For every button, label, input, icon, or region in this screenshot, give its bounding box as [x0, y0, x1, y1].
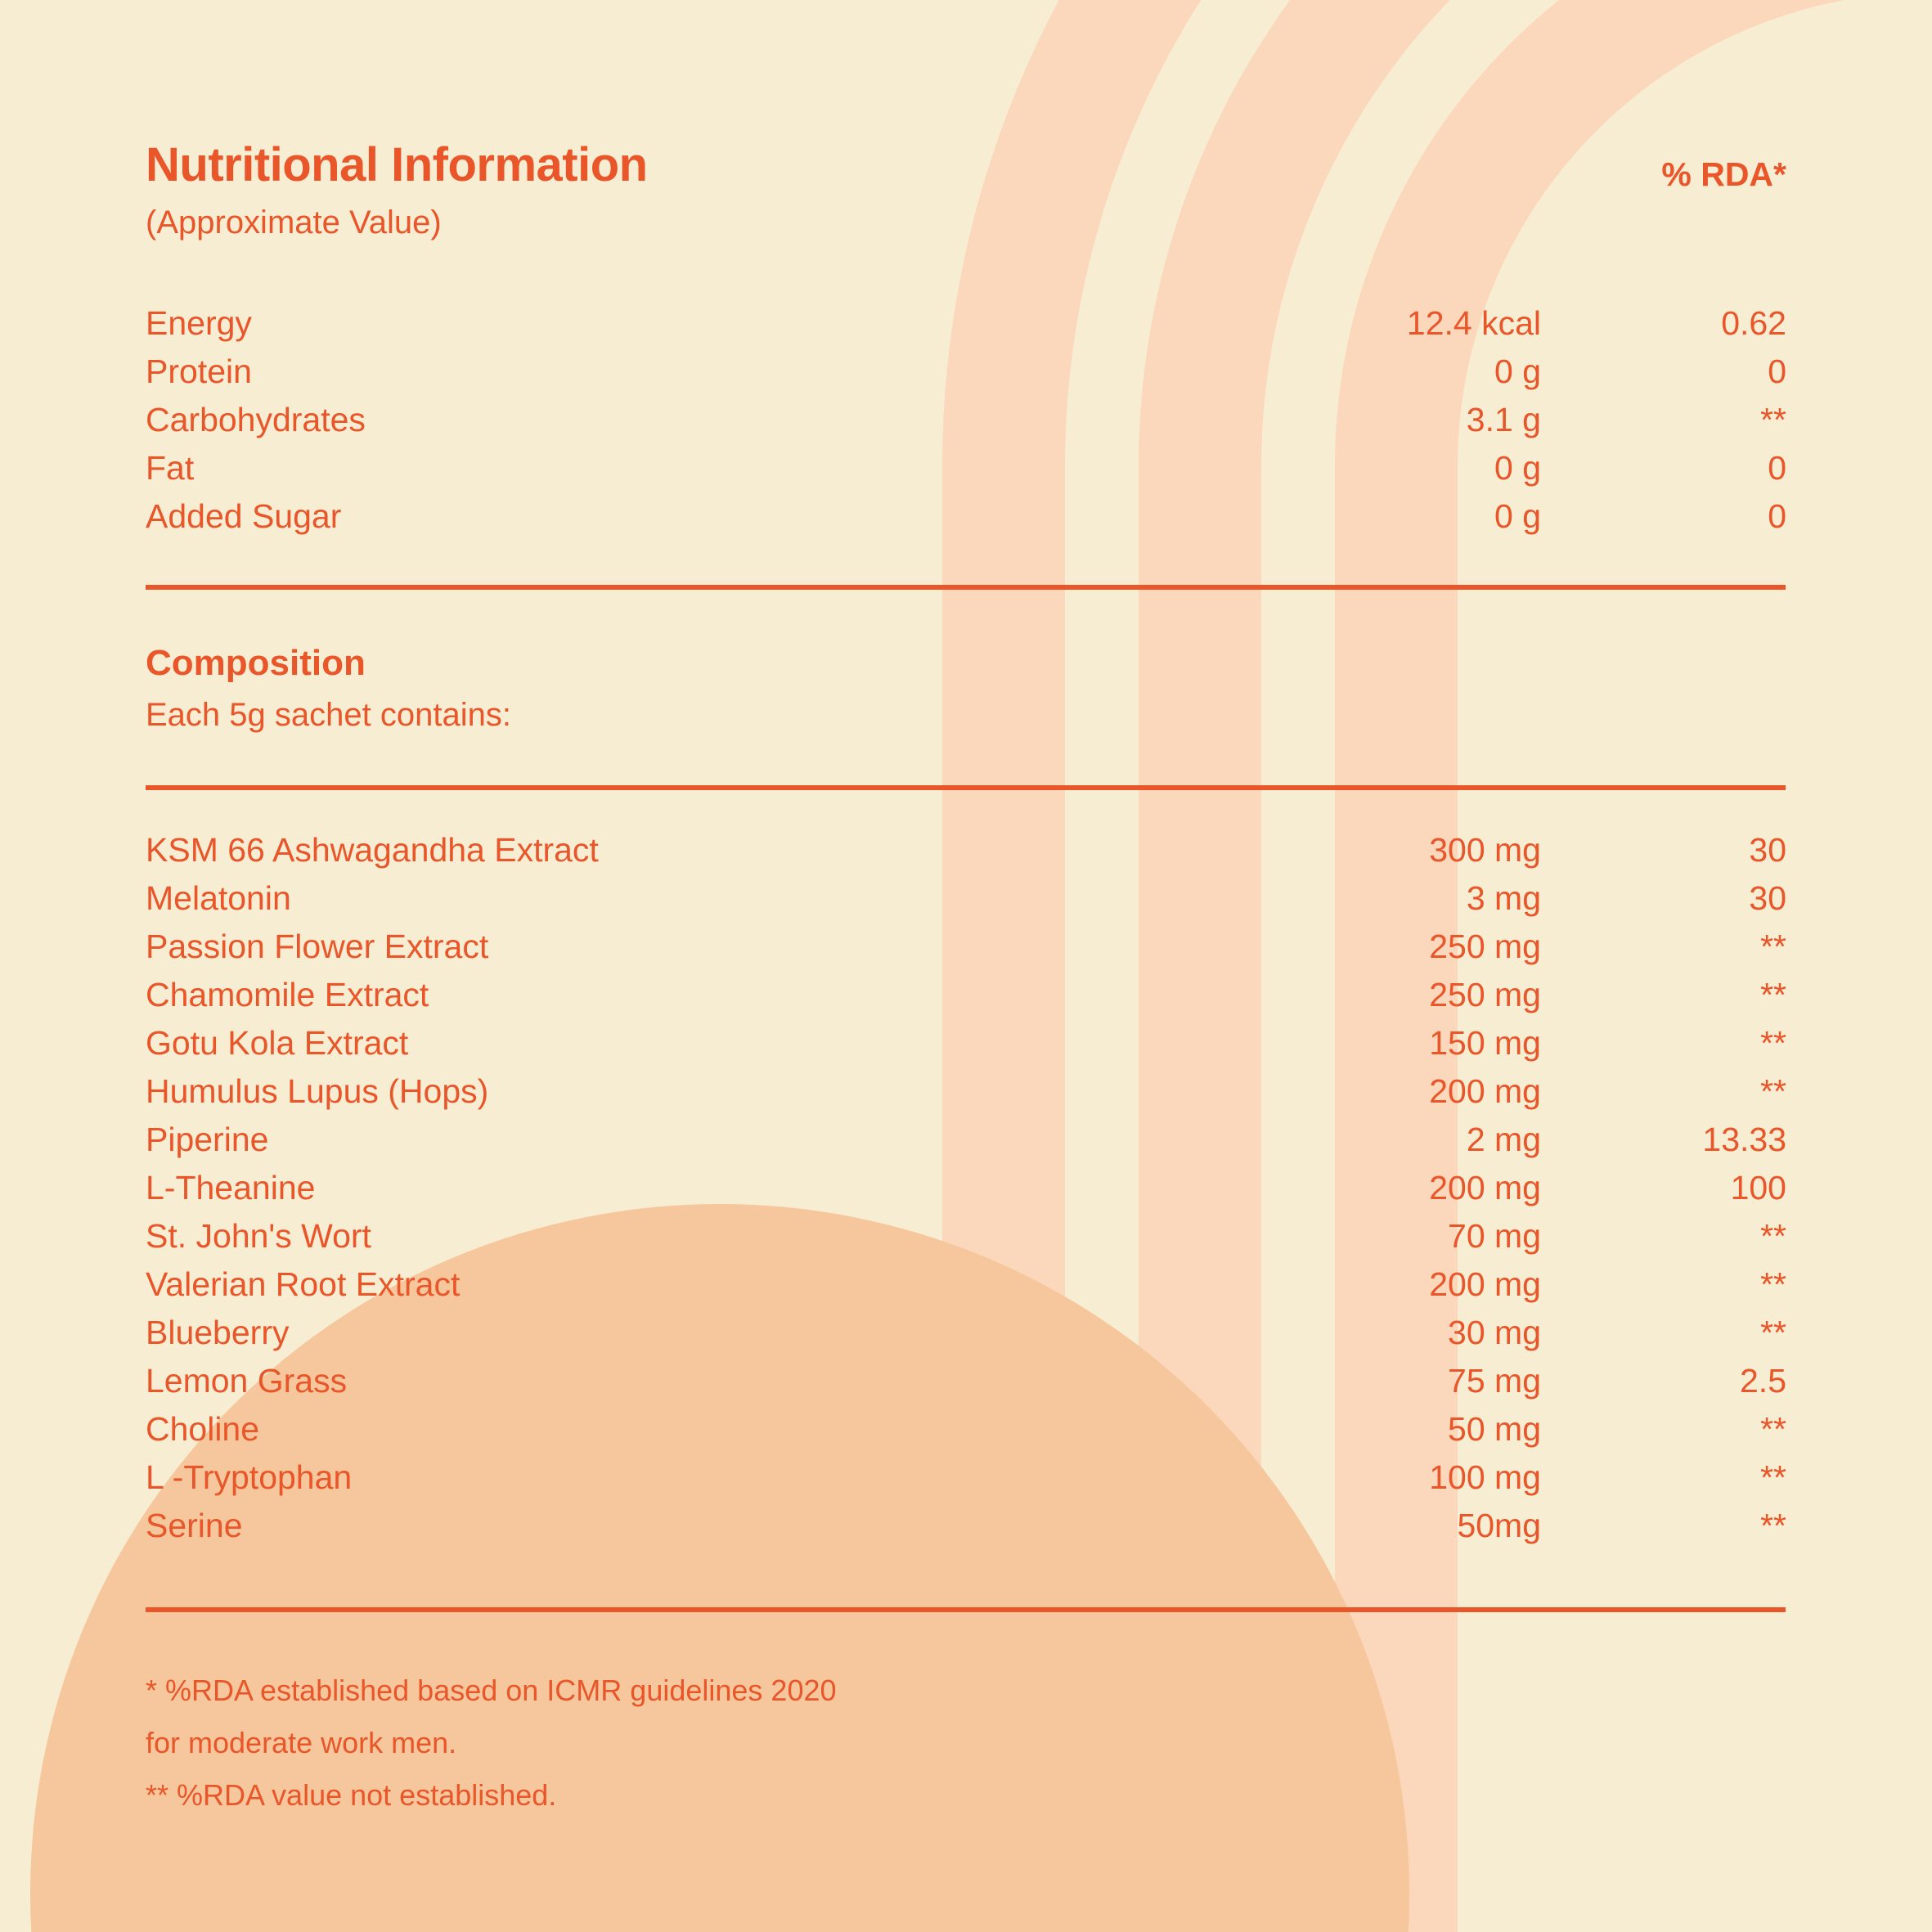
nutrition-label: Added Sugar [146, 497, 342, 535]
nutrition-row: Fat 0 g 0 [146, 444, 1786, 492]
footnote-line-2: for moderate work men. [146, 1726, 457, 1759]
nutrition-table: Energy 12.4 kcal 0.62 Protein 0 g 0 Carbohydra… [146, 299, 1786, 541]
composition-rda-value: 13.33 [1702, 1121, 1786, 1158]
composition-rda-value: ** [1760, 1072, 1786, 1110]
divider-rule-bottom [146, 1607, 1786, 1612]
divider-rule-middle [146, 785, 1786, 790]
composition-rda-value: ** [1760, 1458, 1786, 1496]
composition-rda-value: 2.5 [1740, 1362, 1786, 1400]
composition-amount: 150 mg [1429, 1024, 1541, 1062]
composition-row: Gotu Kola Extract 150 mg ** [146, 1019, 1786, 1067]
composition-rda-value: ** [1760, 1314, 1786, 1351]
nutrition-rda-value: 0 [1768, 353, 1786, 390]
composition-row: L -Tryptophan 100 mg ** [146, 1453, 1786, 1502]
composition-label: St. John's Wort [146, 1217, 371, 1255]
composition-row: Piperine 2 mg 13.33 [146, 1116, 1786, 1164]
composition-rda-value: ** [1760, 1410, 1786, 1448]
nutrition-rda-value: ** [1760, 401, 1786, 438]
nutrition-rda-value: 0.62 [1721, 304, 1786, 342]
nutrition-row: Protein 0 g 0 [146, 348, 1786, 396]
footnote-line-1: * %RDA established based on ICMR guideli… [146, 1674, 837, 1707]
nutrition-label: Carbohydrates [146, 401, 366, 438]
composition-rda-value: 100 [1730, 1169, 1786, 1206]
composition-table: KSM 66 Ashwagandha Extract 300 mg 30 Melato… [146, 826, 1786, 1550]
composition-amount: 50 mg [1448, 1410, 1541, 1448]
composition-row: Chamomile Extract 250 mg ** [146, 971, 1786, 1019]
divider-rule-top [146, 585, 1786, 590]
composition-row: Blueberry 30 mg ** [146, 1309, 1786, 1357]
composition-heading: Composition [146, 643, 366, 683]
composition-row: Passion Flower Extract 250 mg ** [146, 923, 1786, 971]
composition-amount: 70 mg [1448, 1217, 1541, 1255]
footnotes: * %RDA established based on ICMR guideli… [146, 1665, 837, 1822]
composition-rda-value: 30 [1749, 879, 1786, 917]
composition-label: Melatonin [146, 879, 291, 917]
page-subtitle: (Approximate Value) [146, 204, 442, 240]
composition-rda-value: ** [1760, 976, 1786, 1013]
composition-amount: 200 mg [1429, 1169, 1541, 1206]
composition-row: St. John's Wort 70 mg ** [146, 1212, 1786, 1260]
composition-row: Humulus Lupus (Hops) 200 mg ** [146, 1067, 1786, 1116]
nutrition-label: Fat [146, 449, 195, 487]
composition-label: Piperine [146, 1121, 269, 1158]
composition-amount: 200 mg [1429, 1265, 1541, 1303]
composition-row: KSM 66 Ashwagandha Extract 300 mg 30 [146, 826, 1786, 874]
nutrition-row: Carbohydrates 3.1 g ** [146, 396, 1786, 444]
composition-amount: 250 mg [1429, 976, 1541, 1013]
nutrition-rda-value: 0 [1768, 497, 1786, 535]
composition-label: Valerian Root Extract [146, 1265, 461, 1303]
nutrition-amount: 0 g [1494, 449, 1541, 487]
composition-amount: 200 mg [1429, 1072, 1541, 1110]
composition-amount: 2 mg [1466, 1121, 1541, 1158]
composition-rda-value: ** [1760, 1507, 1786, 1544]
nutrition-label: Energy [146, 304, 252, 342]
composition-label: L-Theanine [146, 1169, 316, 1206]
composition-rda-value: 30 [1749, 831, 1786, 869]
rda-column-header: % RDA* [1661, 155, 1786, 193]
composition-rda-value: ** [1760, 928, 1786, 965]
nutrition-amount: 0 g [1494, 353, 1541, 390]
composition-label: Choline [146, 1410, 260, 1448]
composition-row: Serine 50mg ** [146, 1502, 1786, 1550]
composition-label: Lemon Grass [146, 1362, 348, 1400]
nutrition-row: Energy 12.4 kcal 0.62 [146, 299, 1786, 348]
page-title: Nutritional Information [146, 138, 648, 191]
nutrition-row: Added Sugar 0 g 0 [146, 492, 1786, 541]
composition-label: Blueberry [146, 1314, 290, 1351]
composition-amount: 3 mg [1466, 879, 1541, 917]
nutrition-amount: 12.4 kcal [1406, 304, 1541, 342]
nutrition-label: Protein [146, 353, 252, 390]
composition-row: Choline 50 mg ** [146, 1405, 1786, 1453]
composition-amount: 300 mg [1429, 831, 1541, 869]
composition-rda-value: ** [1760, 1265, 1786, 1303]
composition-amount: 100 mg [1429, 1458, 1541, 1496]
composition-rda-value: ** [1760, 1024, 1786, 1062]
composition-row: Lemon Grass 75 mg 2.5 [146, 1357, 1786, 1405]
composition-label: Gotu Kola Extract [146, 1024, 409, 1062]
footnote-line-3: ** %RDA value not established. [146, 1778, 557, 1812]
composition-label: Chamomile Extract [146, 976, 429, 1013]
composition-rda-value: ** [1760, 1217, 1786, 1255]
composition-label: Serine [146, 1507, 243, 1544]
composition-amount: 50mg [1457, 1507, 1541, 1544]
nutrition-rda-value: 0 [1768, 449, 1786, 487]
composition-label: KSM 66 Ashwagandha Extract [146, 831, 599, 869]
composition-amount: 30 mg [1448, 1314, 1541, 1351]
nutrition-amount: 3.1 g [1466, 401, 1541, 438]
composition-amount: 250 mg [1429, 928, 1541, 965]
nutrition-amount: 0 g [1494, 497, 1541, 535]
composition-label: L -Tryptophan [146, 1458, 353, 1496]
composition-subheading: Each 5g sachet contains: [146, 697, 511, 733]
composition-label: Passion Flower Extract [146, 928, 489, 965]
composition-row: Valerian Root Extract 200 mg ** [146, 1260, 1786, 1309]
composition-label: Humulus Lupus (Hops) [146, 1072, 489, 1110]
composition-row: L-Theanine 200 mg 100 [146, 1164, 1786, 1212]
composition-row: Melatonin 3 mg 30 [146, 874, 1786, 923]
composition-amount: 75 mg [1448, 1362, 1541, 1400]
